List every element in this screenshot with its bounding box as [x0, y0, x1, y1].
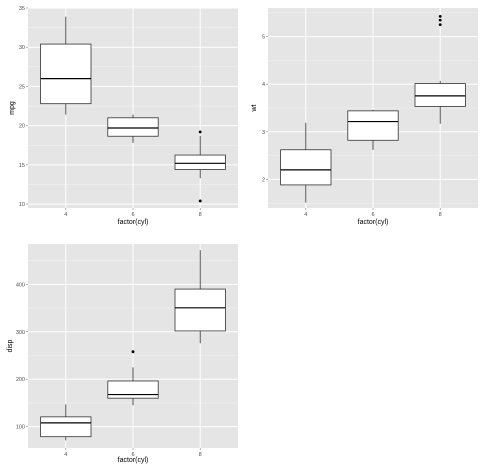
- interquartile-box: [414, 83, 466, 107]
- x-tick-label: 8: [199, 212, 202, 218]
- interquartile-box: [40, 416, 92, 438]
- box-4: [40, 404, 92, 441]
- y-axis-title: disp: [7, 339, 14, 352]
- x-axis-title: factor(cyl): [118, 457, 149, 464]
- x-tick-label: 6: [371, 212, 374, 218]
- box-6: [347, 109, 399, 150]
- box-8: [414, 14, 466, 124]
- x-tick-label: 4: [304, 212, 307, 218]
- y-axis-title: wt: [251, 104, 258, 112]
- x-tick-label: 6: [131, 452, 134, 458]
- box-4: [280, 122, 332, 203]
- y-tick-label: 10: [19, 202, 25, 208]
- y-tick-label: 35: [19, 6, 25, 12]
- interquartile-box: [280, 149, 332, 186]
- interquartile-box: [40, 43, 92, 105]
- outlier-point: [131, 350, 135, 354]
- y-axis-title: mpg: [9, 101, 16, 115]
- chart-panel-wt: 2 3 4 5 4 6 8 factor(cyl) wt: [251, 8, 478, 226]
- box-8: [174, 130, 226, 203]
- y-tick-label: 20: [19, 124, 25, 130]
- x-tick-label: 6: [131, 212, 134, 218]
- y-tick-label: 4: [262, 82, 265, 88]
- chart-panel-mpg: 10 15 20 25 30 35 4 6 8 factor(cyl) mpg: [9, 6, 238, 226]
- y-tick-label: 30: [19, 45, 25, 51]
- y-tick-label: 25: [19, 84, 25, 90]
- y-tick-label: 15: [19, 163, 25, 169]
- outlier-point: [438, 23, 442, 27]
- x-tick-label: 4: [64, 212, 67, 218]
- x-tick-label: 4: [64, 452, 67, 458]
- outlier-point: [438, 14, 442, 18]
- interquartile-box: [107, 380, 159, 399]
- x-axis-title: factor(cyl): [358, 219, 389, 226]
- x-tick-label: 8: [439, 212, 442, 218]
- y-tick-label: 100: [16, 425, 25, 431]
- interquartile-box: [174, 288, 226, 332]
- y-tick-label: 200: [16, 377, 25, 383]
- y-tick-label: 3: [262, 130, 265, 136]
- y-tick-label: 300: [16, 330, 25, 336]
- interquartile-box: [107, 117, 159, 137]
- outlier-point: [198, 130, 202, 134]
- box-8: [174, 250, 226, 344]
- outlier-point: [438, 18, 442, 22]
- box-6: [107, 114, 159, 143]
- box-4: [40, 16, 92, 115]
- outlier-point: [198, 199, 202, 203]
- interquartile-box: [347, 110, 399, 141]
- interquartile-box: [174, 154, 226, 170]
- y-tick-label: 2: [262, 177, 265, 183]
- y-tick-label: 5: [262, 35, 265, 41]
- box-6: [107, 350, 159, 406]
- x-axis-title: factor(cyl): [118, 219, 149, 226]
- chart-panel-disp: 100 200 300 400 4 6 8 factor(cyl) disp: [7, 244, 238, 464]
- y-tick-label: 400: [16, 282, 25, 288]
- x-tick-label: 8: [199, 452, 202, 458]
